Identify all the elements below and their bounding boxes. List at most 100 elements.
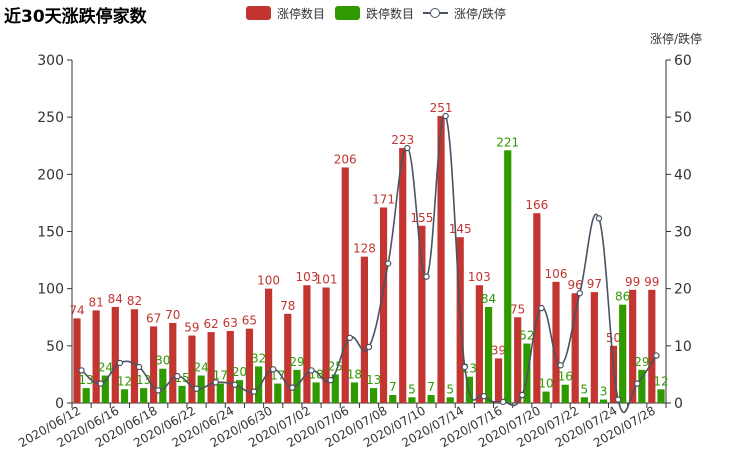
legend-label: 涨停/跌停 xyxy=(454,6,507,21)
bar-limit-down xyxy=(580,397,588,403)
ratio-point xyxy=(634,380,641,387)
legend: 涨停数目 跌停数目 涨停/跌停 xyxy=(0,4,750,22)
bar-limit-up xyxy=(609,345,618,403)
ratio-point xyxy=(193,385,200,392)
ratio-point xyxy=(308,367,315,374)
bar-limit-down xyxy=(599,399,608,403)
bar-limit-down xyxy=(350,382,359,403)
bar-label-limit-down: 24 xyxy=(194,361,209,375)
ratio-point xyxy=(499,398,507,406)
bar-limit-up xyxy=(207,332,215,403)
legend-label: 跌停数目 xyxy=(366,6,415,21)
bar-label-limit-down: 84 xyxy=(481,292,496,306)
bar-label-limit-down: 24 xyxy=(98,361,113,375)
bar-limit-up xyxy=(188,335,196,403)
bar-limit-up xyxy=(475,285,483,403)
y-tick-label-right: 50 xyxy=(674,110,692,126)
bar-limit-down xyxy=(370,388,378,403)
ratio-point xyxy=(97,380,104,387)
ratio-point xyxy=(384,260,392,267)
bar-limit-down xyxy=(638,369,646,403)
bar-limit-down xyxy=(561,384,569,403)
bar-label-limit-up: 100 xyxy=(257,274,280,288)
bar-label-limit-up: 106 xyxy=(545,267,568,281)
ratio-point xyxy=(461,363,469,371)
bar-label-limit-down: 3 xyxy=(600,385,608,399)
bar-label-limit-down: 221 xyxy=(496,135,519,149)
y-tick-label-left: 150 xyxy=(37,225,64,241)
bar-limit-up xyxy=(341,167,349,403)
ratio-point xyxy=(423,273,430,280)
bar-limit-down xyxy=(274,383,282,403)
bar-label-limit-up: 74 xyxy=(69,303,84,317)
bar-label-limit-down: 17 xyxy=(213,369,228,383)
bar-limit-down xyxy=(216,383,224,403)
bar-label-limit-down: 5 xyxy=(408,382,416,396)
bar-limit-up xyxy=(111,306,119,403)
bar-limit-up xyxy=(494,358,503,403)
bar-label-limit-up: 59 xyxy=(184,321,199,335)
ratio-point xyxy=(78,367,85,374)
legend-item-limit-up[interactable]: 涨停数目 xyxy=(246,4,325,22)
bar-limit-up xyxy=(322,287,330,403)
bar-limit-up xyxy=(264,288,273,403)
bar-limit-down xyxy=(255,366,263,403)
ratio-point xyxy=(174,372,181,380)
bar-label-limit-up: 171 xyxy=(372,192,395,206)
ratio-point xyxy=(404,144,411,152)
bar-limit-down xyxy=(504,150,512,403)
ratio-point xyxy=(327,376,334,384)
bar-limit-up xyxy=(399,148,407,403)
bar-limit-up xyxy=(648,289,656,403)
bar-label-limit-down: 7 xyxy=(389,380,397,394)
bar-label-limit-down: 12 xyxy=(117,374,132,388)
bar-limit-down xyxy=(408,397,416,403)
bar-limit-down xyxy=(120,389,129,403)
legend-swatch-green xyxy=(335,6,360,20)
ratio-point xyxy=(269,366,277,373)
bar-limit-down xyxy=(82,388,90,403)
bar-label-limit-up: 103 xyxy=(295,270,318,284)
bar-limit-down xyxy=(197,375,205,403)
bar-label-limit-up: 78 xyxy=(280,299,295,313)
bar-limit-down xyxy=(484,306,493,403)
legend-item-limit-down[interactable]: 跌停数目 xyxy=(335,4,414,22)
bar-label-limit-up: 101 xyxy=(315,273,338,287)
bar-limit-up xyxy=(571,293,579,403)
bar-limit-down xyxy=(140,388,148,403)
bar-limit-up xyxy=(418,225,426,403)
ratio-point xyxy=(557,362,564,369)
bar-label-limit-up: 96 xyxy=(568,278,583,292)
bar-label-limit-down: 29 xyxy=(634,355,649,369)
bar-label-limit-down: 12 xyxy=(653,374,668,388)
y-tick-label-right: 60 xyxy=(674,53,692,69)
bar-label-limit-up: 145 xyxy=(449,222,472,236)
bar-limit-up xyxy=(150,326,158,403)
y-tick-label-right: 10 xyxy=(674,339,692,355)
y-tick-label-right: 30 xyxy=(674,225,692,241)
y-tick-label-left: 250 xyxy=(37,110,64,126)
bar-label-limit-up: 81 xyxy=(89,295,104,309)
ratio-point xyxy=(653,352,660,359)
y-tick-label-right: 20 xyxy=(674,282,692,298)
bar-label-limit-up: 206 xyxy=(334,152,357,166)
legend-item-ratio[interactable]: 涨停/跌停 xyxy=(423,4,506,22)
bar-label-limit-up: 166 xyxy=(525,198,548,212)
y-tick-label-right: 40 xyxy=(674,167,692,183)
ratio-point xyxy=(480,392,488,400)
bar-label-limit-down: 86 xyxy=(615,290,630,304)
ratio-point xyxy=(135,363,143,371)
ratio-point xyxy=(538,304,545,312)
legend-label: 涨停数目 xyxy=(277,6,326,21)
bar-label-limit-up: 99 xyxy=(644,275,659,289)
bar-limit-down xyxy=(159,368,167,403)
ratio-point xyxy=(346,334,354,342)
bar-label-limit-down: 29 xyxy=(289,355,304,369)
bar-limit-up xyxy=(437,116,445,404)
ratio-point xyxy=(250,388,258,395)
ratio-point xyxy=(155,387,162,394)
bar-limit-up xyxy=(379,207,388,403)
bar-limit-up xyxy=(590,292,598,403)
bar-limit-down xyxy=(542,391,550,403)
bar-label-limit-up: 251 xyxy=(430,101,453,115)
